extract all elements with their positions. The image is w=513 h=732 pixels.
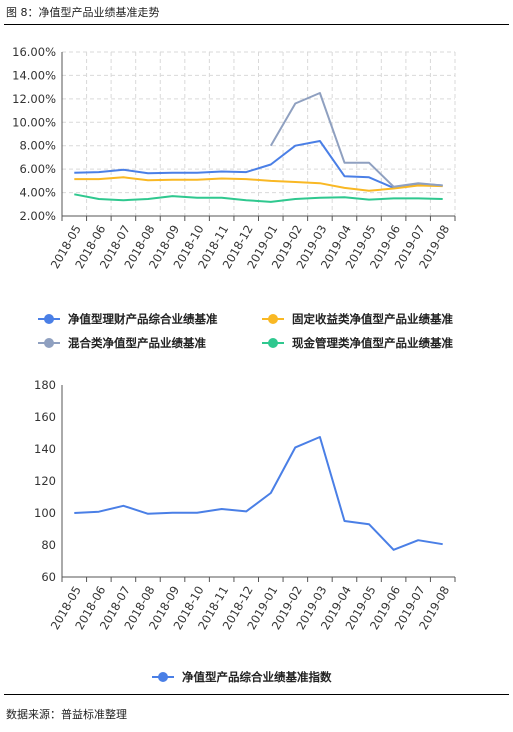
legend-label: 现金管理类净值型产品业绩基准 xyxy=(292,336,453,350)
figure-title: 图 8：净值型产品业绩基准走势 xyxy=(6,6,160,19)
legend-label: 混合类净值型产品业绩基准 xyxy=(68,336,206,350)
legend-swatch-marker xyxy=(268,338,278,348)
series-line-1 xyxy=(74,436,443,551)
legend-label: 固定收益类净值型产品业绩基准 xyxy=(292,312,453,326)
y-tick-label: 180 xyxy=(34,378,56,392)
y-tick-label: 8.00% xyxy=(19,139,56,153)
y-tick-label: 14.00% xyxy=(12,68,56,82)
legend-swatch-marker xyxy=(44,338,54,348)
series-line-1 xyxy=(74,140,443,189)
chart-1: 2.00% 4.00% 6.00% 8.00% 10.00% 12.00% 14.00% 16… xyxy=(12,45,456,350)
y-tick-label: 16.00% xyxy=(12,45,56,59)
y-tick-label: 2.00% xyxy=(19,209,56,223)
y-tick-label: 60 xyxy=(41,570,56,584)
legend-label: 净值型理财产品综合业绩基准 xyxy=(68,312,218,326)
chart-2: 60801001201401601802018-052018-062018-07… xyxy=(34,378,456,684)
top-rule xyxy=(4,24,509,25)
y-tick-label: 120 xyxy=(34,474,56,488)
legend-label: 净值型产品综合业绩基准指数 xyxy=(182,670,332,684)
source-note: 数据来源：普益标准整理 xyxy=(6,708,127,721)
legend-swatch-marker xyxy=(268,314,278,324)
series-line-3 xyxy=(269,92,443,188)
series-line-2 xyxy=(74,176,443,192)
legend-swatch-marker xyxy=(158,672,168,682)
legend-swatch-marker xyxy=(44,314,54,324)
y-tick-label: 6.00% xyxy=(19,162,56,176)
y-tick-label: 80 xyxy=(41,538,56,552)
y-tick-label: 12.00% xyxy=(12,92,56,106)
y-tick-label: 160 xyxy=(34,410,56,424)
bottom-rule xyxy=(4,694,509,695)
y-tick-label: 100 xyxy=(34,506,56,520)
series-line-4 xyxy=(74,193,443,203)
y-tick-label: 140 xyxy=(34,442,56,456)
y-tick-label: 10.00% xyxy=(12,115,56,129)
y-tick-label: 4.00% xyxy=(19,186,56,200)
